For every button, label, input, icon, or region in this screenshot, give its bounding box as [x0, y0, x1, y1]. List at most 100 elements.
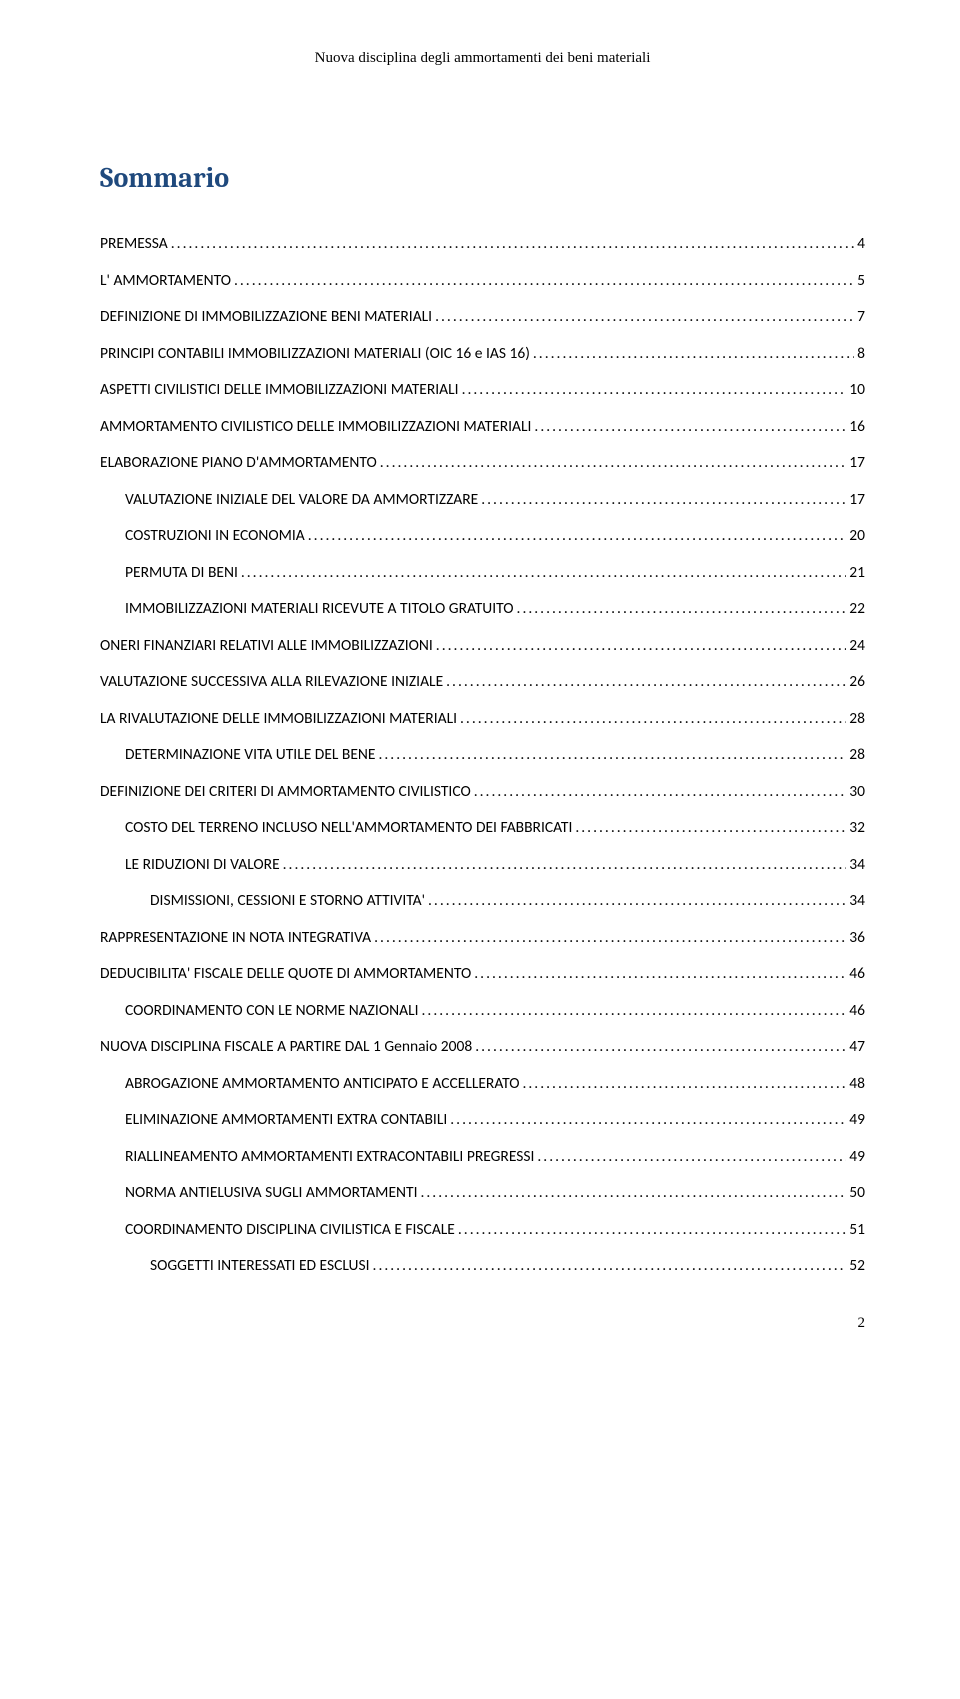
- toc-dots: [475, 1037, 846, 1056]
- toc-entry-label: SOGGETTI INTERESSATI ED ESCLUSI: [150, 1256, 370, 1275]
- toc-entry: DEFINIZIONE DI IMMOBILIZZAZIONE BENI MAT…: [100, 307, 865, 326]
- toc-entry-page: 34: [849, 855, 865, 874]
- toc-entry: NUOVA DISCIPLINA FISCALE A PARTIRE DAL 1…: [100, 1037, 865, 1056]
- toc-dots: [435, 307, 854, 326]
- toc-dots: [474, 782, 847, 801]
- toc-entry-label: VALUTAZIONE SUCCESSIVA ALLA RILEVAZIONE …: [100, 672, 443, 691]
- toc-entry-page: 4: [857, 234, 865, 253]
- toc-entry-label: IMMOBILIZZAZIONI MATERIALI RICEVUTE A TI…: [125, 599, 514, 618]
- toc-entry: NORMA ANTIELUSIVA SUGLI AMMORTAMENTI 50: [100, 1183, 865, 1202]
- toc-container: PREMESSA 4 L' AMMORTAMENTO 5 DEFINIZIONE D…: [100, 234, 865, 1275]
- toc-entry-label: ONERI FINANZIARI RELATIVI ALLE IMMOBILIZ…: [100, 636, 433, 655]
- toc-dots: [534, 417, 846, 436]
- toc-entry: COSTO DEL TERRENO INCLUSO NELL'AMMORTAME…: [100, 818, 865, 837]
- toc-entry: ONERI FINANZIARI RELATIVI ALLE IMMOBILIZ…: [100, 636, 865, 655]
- toc-entry-page: 7: [857, 307, 865, 326]
- toc-entry-page: 49: [849, 1147, 865, 1166]
- toc-dots: [446, 672, 846, 691]
- toc-entry-page: 47: [849, 1037, 865, 1056]
- toc-entry-label: DEFINIZIONE DI IMMOBILIZZAZIONE BENI MAT…: [100, 307, 432, 326]
- toc-entry-label: LE RIDUZIONI DI VALORE: [125, 855, 280, 874]
- toc-entry-label: ABROGAZIONE AMMORTAMENTO ANTICIPATO E AC…: [125, 1074, 519, 1093]
- toc-entry-page: 30: [849, 782, 865, 801]
- toc-entry: ELABORAZIONE PIANO D'AMMORTAMENTO 17: [100, 453, 865, 472]
- toc-entry: LA RIVALUTAZIONE DELLE IMMOBILIZZAZIONI …: [100, 709, 865, 728]
- toc-entry-label: PREMESSA: [100, 234, 168, 253]
- toc-entry-page: 22: [849, 599, 865, 618]
- toc-entry: COORDINAMENTO DISCIPLINA CIVILISTICA E F…: [100, 1220, 865, 1239]
- toc-entry-page: 34: [849, 891, 865, 910]
- toc-entry-page: 16: [849, 417, 865, 436]
- toc-entry-page: 26: [849, 672, 865, 691]
- toc-dots: [481, 490, 846, 509]
- toc-dots: [436, 636, 846, 655]
- toc-entry-label: ELABORAZIONE PIANO D'AMMORTAMENTO: [100, 453, 377, 472]
- toc-dots: [474, 964, 846, 983]
- toc-entry: PERMUTA DI BENI 21: [100, 563, 865, 582]
- toc-entry: SOGGETTI INTERESSATI ED ESCLUSI 52: [100, 1256, 865, 1275]
- toc-entry-page: 17: [849, 490, 865, 509]
- toc-entry: L' AMMORTAMENTO 5: [100, 271, 865, 290]
- toc-entry-label: DISMISSIONI, CESSIONI E STORNO ATTIVITA': [150, 891, 425, 910]
- toc-dots: [428, 891, 846, 910]
- toc-entry: DETERMINAZIONE VITA UTILE DEL BENE 28: [100, 745, 865, 764]
- toc-entry: AMMORTAMENTO CIVILISTICO DELLE IMMOBILIZ…: [100, 417, 865, 436]
- page-header: Nuova disciplina degli ammortamenti dei …: [100, 50, 865, 67]
- toc-entry: COSTRUZIONI IN ECONOMIA 20: [100, 526, 865, 545]
- toc-entry-page: 36: [849, 928, 865, 947]
- toc-entry: PREMESSA 4: [100, 234, 865, 253]
- toc-entry: DEFINIZIONE DEI CRITERI DI AMMORTAMENTO …: [100, 782, 865, 801]
- toc-entry: ASPETTI CIVILISTICI DELLE IMMOBILIZZAZIO…: [100, 380, 865, 399]
- toc-entry-page: 28: [849, 709, 865, 728]
- toc-entry: RAPPRESENTAZIONE IN NOTA INTEGRATIVA 36: [100, 928, 865, 947]
- toc-dots: [533, 344, 854, 363]
- toc-dots: [450, 1110, 846, 1129]
- toc-dots: [517, 599, 847, 618]
- toc-title: Sommario: [100, 162, 865, 194]
- toc-entry: ABROGAZIONE AMMORTAMENTO ANTICIPATO E AC…: [100, 1074, 865, 1093]
- toc-dots: [522, 1074, 846, 1093]
- toc-dots: [241, 563, 846, 582]
- toc-dots: [458, 1220, 846, 1239]
- toc-entry: VALUTAZIONE SUCCESSIVA ALLA RILEVAZIONE …: [100, 672, 865, 691]
- toc-entry-page: 51: [849, 1220, 865, 1239]
- toc-dots: [575, 818, 846, 837]
- toc-entry-label: COSTO DEL TERRENO INCLUSO NELL'AMMORTAME…: [125, 818, 572, 837]
- toc-entry-label: NORMA ANTIELUSIVA SUGLI AMMORTAMENTI: [125, 1183, 417, 1202]
- toc-dots: [234, 271, 854, 290]
- toc-entry-page: 28: [849, 745, 865, 764]
- toc-entry-label: LA RIVALUTAZIONE DELLE IMMOBILIZZAZIONI …: [100, 709, 457, 728]
- toc-entry-label: DETERMINAZIONE VITA UTILE DEL BENE: [125, 745, 375, 764]
- toc-entry-label: RAPPRESENTAZIONE IN NOTA INTEGRATIVA: [100, 928, 371, 947]
- toc-entry-page: 46: [849, 1001, 865, 1020]
- toc-entry-page: 21: [849, 563, 865, 582]
- toc-entry-label: L' AMMORTAMENTO: [100, 271, 231, 290]
- toc-entry-label: VALUTAZIONE INIZIALE DEL VALORE DA AMMOR…: [125, 490, 478, 509]
- toc-dots: [537, 1147, 846, 1166]
- toc-entry: DEDUCIBILITA' FISCALE DELLE QUOTE DI AMM…: [100, 964, 865, 983]
- toc-entry-page: 5: [857, 271, 865, 290]
- toc-dots: [460, 709, 846, 728]
- toc-entry-label: COORDINAMENTO DISCIPLINA CIVILISTICA E F…: [125, 1220, 455, 1239]
- toc-entry: LE RIDUZIONI DI VALORE 34: [100, 855, 865, 874]
- toc-entry-page: 8: [857, 344, 865, 363]
- toc-dots: [308, 526, 847, 545]
- toc-entry-label: COSTRUZIONI IN ECONOMIA: [125, 526, 305, 545]
- toc-entry: DISMISSIONI, CESSIONI E STORNO ATTIVITA'…: [100, 891, 865, 910]
- toc-entry-label: PRINCIPI CONTABILI IMMOBILIZZAZIONI MATE…: [100, 344, 530, 363]
- toc-entry-page: 17: [849, 453, 865, 472]
- toc-entry-label: AMMORTAMENTO CIVILISTICO DELLE IMMOBILIZ…: [100, 417, 531, 436]
- toc-entry-page: 32: [849, 818, 865, 837]
- toc-entry-page: 48: [849, 1074, 865, 1093]
- toc-entry-page: 52: [849, 1256, 865, 1275]
- toc-entry-label: RIALLINEAMENTO AMMORTAMENTI EXTRACONTABI…: [125, 1147, 534, 1166]
- toc-entry-label: ELIMINAZIONE AMMORTAMENTI EXTRA CONTABIL…: [125, 1110, 447, 1129]
- toc-entry-page: 46: [849, 964, 865, 983]
- toc-entry: RIALLINEAMENTO AMMORTAMENTI EXTRACONTABI…: [100, 1147, 865, 1166]
- toc-entry: VALUTAZIONE INIZIALE DEL VALORE DA AMMOR…: [100, 490, 865, 509]
- toc-entry-page: 49: [849, 1110, 865, 1129]
- toc-entry: PRINCIPI CONTABILI IMMOBILIZZAZIONI MATE…: [100, 344, 865, 363]
- toc-entry-label: DEFINIZIONE DEI CRITERI DI AMMORTAMENTO …: [100, 782, 471, 801]
- toc-dots: [373, 1256, 847, 1275]
- toc-entry: IMMOBILIZZAZIONI MATERIALI RICEVUTE A TI…: [100, 599, 865, 618]
